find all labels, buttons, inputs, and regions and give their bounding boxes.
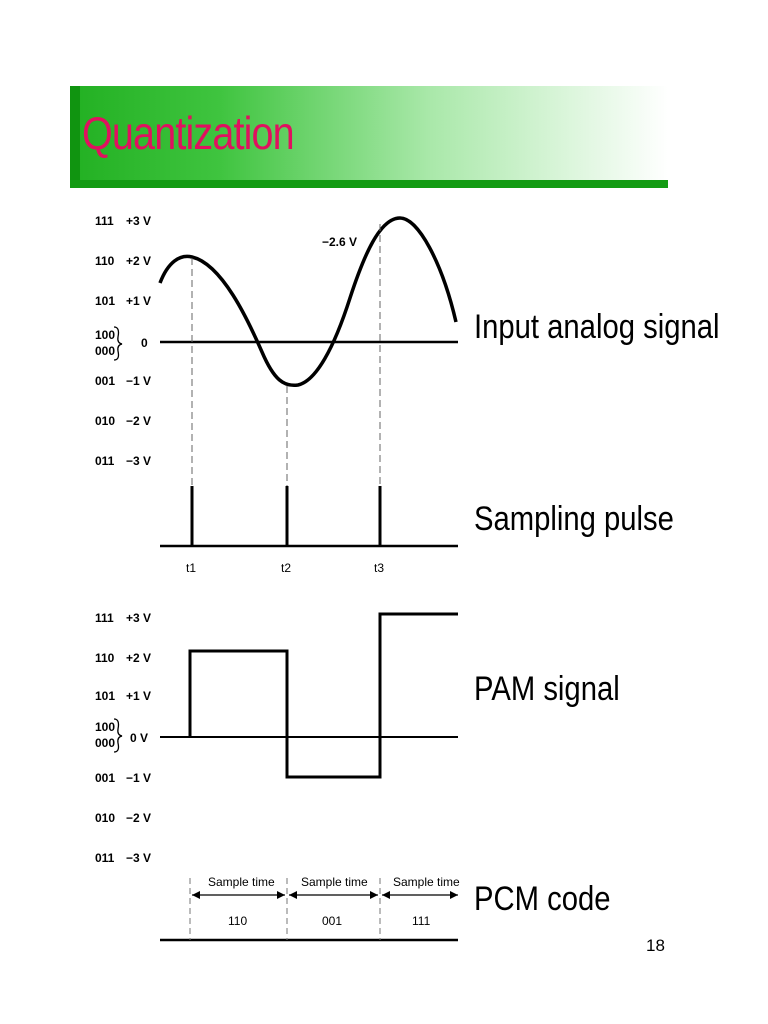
title-bar-edge: [70, 86, 80, 188]
level-volt: 0: [141, 336, 148, 350]
top-level-labels: 111 +3 V 110 +2 V 101 +1 V 100 000 0 001…: [95, 214, 151, 468]
peak-annotation: −2.6 V: [322, 235, 357, 249]
level-volt: +3 V: [126, 214, 151, 228]
level-code: 101: [95, 294, 115, 308]
level-volt: +3 V: [126, 611, 151, 625]
pcm-code-3: 111: [412, 914, 431, 928]
level-brace: [113, 718, 123, 753]
slide-title: Quantization: [82, 107, 295, 159]
sample-time-label-bg: [391, 874, 457, 890]
level-code: 010: [95, 414, 115, 428]
level-code: 110: [95, 651, 115, 665]
level-code: 001: [95, 771, 115, 785]
sample-time-arrows: [192, 891, 458, 899]
level-code: 010: [95, 811, 115, 825]
sample-time-label-bg: [298, 874, 366, 890]
level-volt: +2 V: [126, 651, 151, 665]
level-code: 101: [95, 689, 115, 703]
level-code: 001: [95, 374, 115, 388]
label-pcm-code: PCM code: [474, 880, 611, 918]
level-code: 111: [95, 214, 114, 228]
sample-time-label: Sample time: [301, 875, 368, 889]
pam-waveform: [188, 612, 458, 779]
label-pam-signal: PAM signal: [474, 670, 620, 708]
level-volt: −1 V: [126, 771, 151, 785]
sample-time-label: Sample time: [208, 875, 275, 889]
time-label-t3: t3: [374, 561, 384, 575]
level-volt: −1 V: [126, 374, 151, 388]
level-code: 011: [95, 454, 115, 468]
level-code: 100: [95, 720, 115, 734]
level-code: 111: [95, 611, 114, 625]
level-brace: [113, 326, 123, 361]
bottom-level-labels: 111 +3 V 110 +2 V 101 +1 V 100 000 0 V 0…: [95, 611, 151, 865]
label-sampling-pulse: Sampling pulse: [474, 500, 674, 538]
title-bar-shadow: [70, 180, 668, 188]
pcm-code-2: 001: [322, 914, 342, 928]
level-code: 011: [95, 851, 115, 865]
level-volt: +2 V: [126, 254, 151, 268]
level-volt: +1 V: [126, 294, 151, 308]
level-volt: 0 V: [130, 731, 148, 745]
title-bar: [70, 86, 668, 186]
sample-time-label: Sample time: [393, 875, 460, 889]
level-code: 100: [95, 328, 115, 342]
level-volt: −3 V: [126, 851, 151, 865]
level-volt: +1 V: [126, 689, 151, 703]
level-volt: −3 V: [126, 454, 151, 468]
page-number: 18: [646, 936, 665, 955]
level-volt: −2 V: [126, 414, 151, 428]
time-label-t2: t2: [281, 561, 291, 575]
label-input-analog-signal: Input analog signal: [474, 308, 720, 346]
level-code: 000: [95, 344, 115, 358]
level-code: 110: [95, 254, 115, 268]
sample-time-label-bg: [205, 874, 273, 890]
time-label-t1: t1: [186, 561, 196, 575]
pcm-code-1: 110: [228, 914, 247, 928]
level-volt: −2 V: [126, 811, 151, 825]
analog-waveform: [158, 216, 458, 388]
level-code: 000: [95, 736, 115, 750]
